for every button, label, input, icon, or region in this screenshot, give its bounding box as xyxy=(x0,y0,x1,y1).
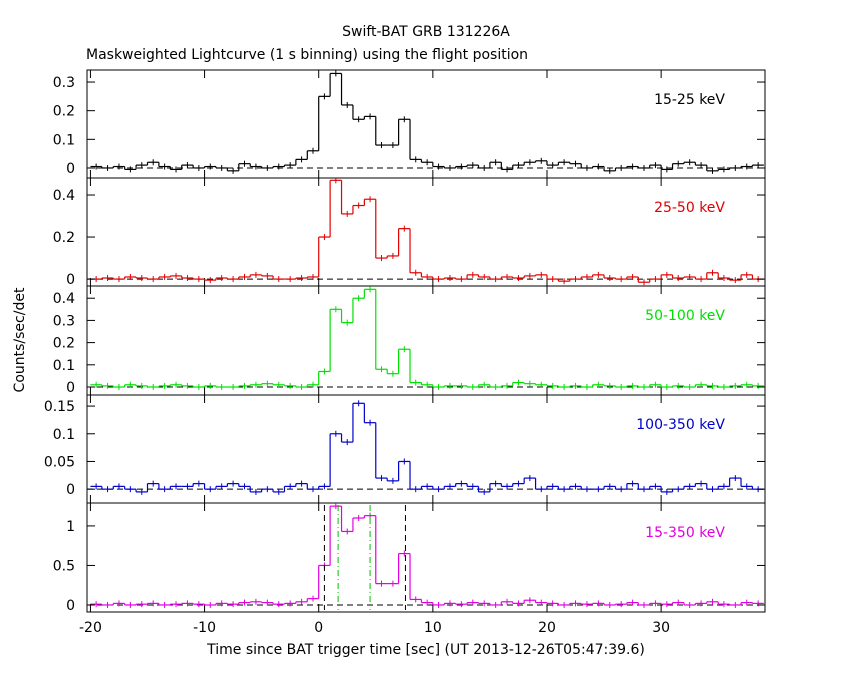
y-tick-label: 0 xyxy=(66,482,75,498)
x-tick-label: -20 xyxy=(79,620,102,636)
y-tick-label: 0.1 xyxy=(53,132,75,148)
y-tick-label: 0.5 xyxy=(53,558,75,574)
x-tick-label: 30 xyxy=(652,620,670,636)
y-tick-label: 0.1 xyxy=(53,358,75,374)
y-tick-label: 0 xyxy=(66,272,75,288)
x-axis-label: Time since BAT trigger time [sec] (UT 20… xyxy=(206,642,645,658)
y-tick-label: 0 xyxy=(66,380,75,396)
panel-label: 25-50 keV xyxy=(654,200,725,216)
y-tick-label: 0 xyxy=(66,161,75,177)
y-tick-label: 0.2 xyxy=(53,104,75,120)
panel-frame xyxy=(86,502,766,613)
y-tick-label: 0.15 xyxy=(44,399,75,415)
y-tick-label: 0.2 xyxy=(53,230,75,246)
panel-label: 50-100 keV xyxy=(645,308,725,324)
y-tick-label: 0.3 xyxy=(53,313,75,329)
y-tick-label: 0.3 xyxy=(53,75,75,91)
panel-label: 15-25 keV xyxy=(654,92,725,108)
y-tick-label: 0.4 xyxy=(53,188,75,204)
y-tick-label: 0 xyxy=(66,598,75,614)
x-tick-label: 0 xyxy=(314,620,323,636)
x-tick-label: 20 xyxy=(538,620,556,636)
y-axis-label: Counts/sec/det xyxy=(12,287,28,392)
y-tick-label: 0.4 xyxy=(53,291,75,307)
y-tick-label: 0.05 xyxy=(44,454,75,470)
chart-title: Swift-BAT GRB 131226A xyxy=(342,24,510,40)
panel-label: 100-350 keV xyxy=(636,417,725,433)
y-tick-label: 0.2 xyxy=(53,336,75,352)
x-tick-label: -10 xyxy=(193,620,216,636)
x-tick-label: 10 xyxy=(424,620,442,636)
y-tick-label: 1 xyxy=(66,519,75,535)
chart-subtitle: Maskweighted Lightcurve (1 s binning) us… xyxy=(86,47,528,63)
panel-label: 15-350 keV xyxy=(645,525,725,541)
y-tick-label: 0.1 xyxy=(53,427,75,443)
